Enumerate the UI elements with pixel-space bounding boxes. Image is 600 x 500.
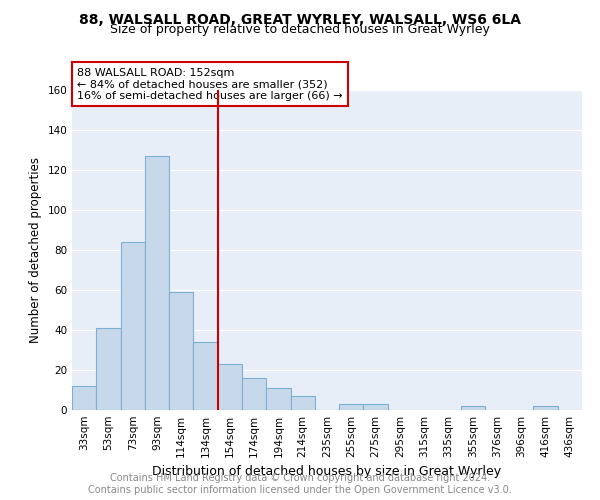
Bar (339, 404, 364, 410)
Bar (364, 404, 388, 410)
Bar (461, 406, 485, 410)
Bar (145, 156, 169, 410)
Bar (72, 386, 96, 410)
Y-axis label: Number of detached properties: Number of detached properties (29, 157, 42, 343)
Text: 88 WALSALL ROAD: 152sqm
← 84% of detached houses are smaller (352)
16% of semi-d: 88 WALSALL ROAD: 152sqm ← 84% of detache… (77, 68, 343, 101)
Bar (290, 396, 315, 410)
X-axis label: Distribution of detached houses by size in Great Wyrley: Distribution of detached houses by size … (152, 466, 502, 478)
Bar (533, 406, 558, 410)
Bar (242, 378, 266, 410)
Bar (266, 388, 290, 410)
Text: Contains HM Land Registry data © Crown copyright and database right 2024.
Contai: Contains HM Land Registry data © Crown c… (88, 474, 512, 495)
Bar (218, 364, 242, 410)
Bar (169, 292, 193, 410)
Bar (121, 242, 145, 410)
Text: Size of property relative to detached houses in Great Wyrley: Size of property relative to detached ho… (110, 22, 490, 36)
Text: 88, WALSALL ROAD, GREAT WYRLEY, WALSALL, WS6 6LA: 88, WALSALL ROAD, GREAT WYRLEY, WALSALL,… (79, 12, 521, 26)
Bar (193, 342, 218, 410)
Bar (96, 328, 121, 410)
